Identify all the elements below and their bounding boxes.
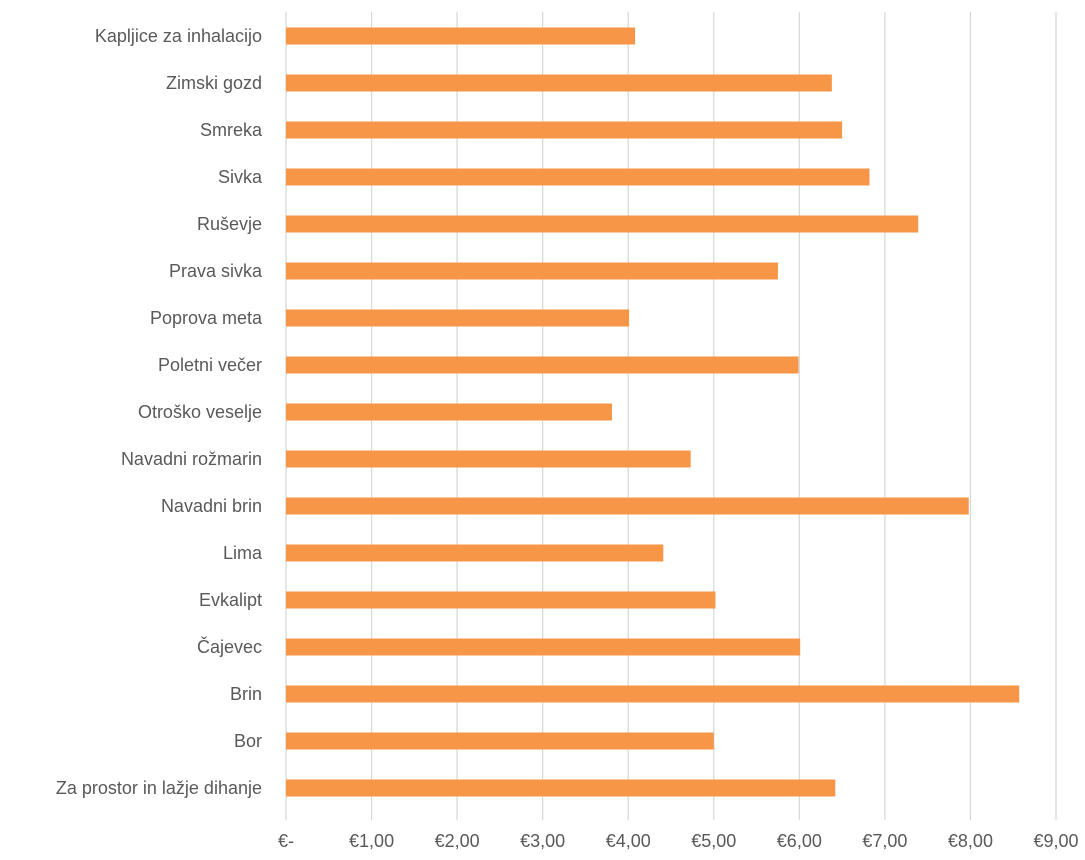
x-tick-label: €7,00 — [862, 831, 907, 851]
category-label: Prava sivka — [169, 261, 263, 281]
x-tick-label: €- — [278, 831, 294, 851]
bars — [286, 27, 1020, 797]
category-label: Zimski gozd — [166, 73, 262, 93]
category-label: Evkalipt — [199, 590, 262, 610]
bar — [286, 638, 801, 656]
bar — [286, 309, 630, 327]
bar — [286, 215, 919, 233]
category-label: Navadni rožmarin — [121, 449, 262, 469]
bar — [286, 450, 691, 468]
category-label: Čajevec — [197, 636, 262, 657]
x-tick-label: €4,00 — [606, 831, 651, 851]
x-tick-label: €8,00 — [948, 831, 993, 851]
category-label: Bor — [234, 731, 262, 751]
x-tick-label: €9,00 — [1033, 831, 1078, 851]
bar — [286, 685, 1020, 703]
x-tick-label: €1,00 — [349, 831, 394, 851]
category-label: Smreka — [200, 120, 263, 140]
x-tick-label: €5,00 — [691, 831, 736, 851]
bar — [286, 591, 716, 609]
x-tick-label: €3,00 — [520, 831, 565, 851]
bar — [286, 779, 836, 797]
x-tick-label: €2,00 — [435, 831, 480, 851]
category-labels: Kapljice za inhalacijo Zimski gozd Smreka S… — [56, 26, 263, 798]
bar — [286, 168, 870, 186]
category-label: Za prostor in lažje dihanje — [56, 778, 262, 798]
category-label: Sivka — [218, 167, 263, 187]
bar — [286, 732, 714, 750]
category-label: Otroško veselje — [138, 402, 262, 422]
category-label: Ruševje — [197, 214, 262, 234]
category-label: Poletni večer — [158, 355, 262, 375]
category-label: Navadni brin — [161, 496, 262, 516]
bar — [286, 544, 664, 562]
category-label: Poprova meta — [150, 308, 263, 328]
bar — [286, 121, 843, 139]
bar — [286, 356, 799, 374]
category-label: Kapljice za inhalacijo — [95, 26, 262, 46]
bar — [286, 262, 778, 280]
category-label: Lima — [223, 543, 263, 563]
bar — [286, 27, 636, 45]
bar — [286, 497, 969, 515]
gridlines — [285, 12, 1057, 820]
bar — [286, 403, 612, 421]
bar — [286, 74, 832, 92]
x-tick-label: €6,00 — [777, 831, 822, 851]
category-label: Brin — [230, 684, 262, 704]
x-tick-labels: €- €1,00 €2,00 €3,00 €4,00 €5,00 €6,00 €7,00 €8,… — [278, 831, 1079, 851]
